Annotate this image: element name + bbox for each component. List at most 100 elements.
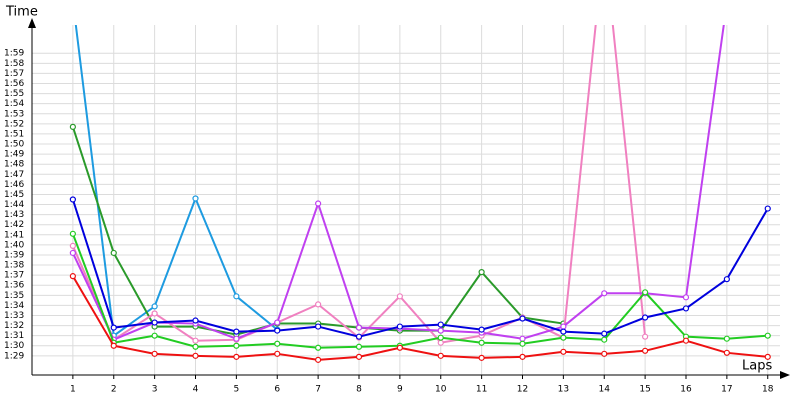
point xyxy=(437,327,444,334)
point xyxy=(519,340,526,347)
point xyxy=(355,343,363,350)
series-line xyxy=(74,25,278,338)
x-arrow xyxy=(780,371,790,379)
x-tick-label: 2 xyxy=(111,385,117,395)
y-tick-label: 1:44 xyxy=(4,200,24,210)
point xyxy=(519,353,526,360)
y-tick-label: 1:53 xyxy=(4,109,24,119)
point xyxy=(274,319,281,326)
point xyxy=(192,337,199,344)
point xyxy=(315,356,322,363)
point xyxy=(396,293,403,300)
point xyxy=(233,353,240,360)
point xyxy=(69,249,76,257)
point xyxy=(560,334,567,341)
point xyxy=(151,350,158,357)
point xyxy=(682,337,690,344)
plot-area xyxy=(69,0,771,363)
point xyxy=(192,195,199,202)
y-tick-label: 1:45 xyxy=(4,190,24,200)
y-tick-label: 1:51 xyxy=(4,129,24,139)
y-tick-label: 1:36 xyxy=(4,281,24,291)
x-tick-label: 14 xyxy=(599,385,611,395)
point xyxy=(315,200,322,207)
point xyxy=(274,327,281,334)
point xyxy=(396,344,403,351)
point xyxy=(764,332,771,339)
x-axis-label: Laps xyxy=(742,359,772,374)
series-line xyxy=(72,275,768,361)
point xyxy=(355,324,363,331)
y-tick-label: 1:46 xyxy=(4,180,24,190)
point xyxy=(437,352,444,359)
point xyxy=(437,334,444,341)
point xyxy=(560,328,567,335)
x-tick-label: 8 xyxy=(356,385,362,395)
x-tick-label: 12 xyxy=(517,385,528,395)
point xyxy=(110,342,117,349)
series-line xyxy=(71,199,769,338)
y-tick-label: 1:56 xyxy=(4,79,24,89)
grid xyxy=(32,25,780,375)
y-tick-label: 1:52 xyxy=(4,119,24,129)
point xyxy=(69,242,76,249)
point xyxy=(601,290,608,297)
point xyxy=(110,249,117,257)
point xyxy=(724,0,729,5)
x-tick-label: 6 xyxy=(274,385,280,395)
y-tick-label: 1:35 xyxy=(4,291,24,301)
point xyxy=(437,339,444,346)
y-tick-label: 1:30 xyxy=(4,341,24,351)
point xyxy=(192,317,199,324)
y-arrow xyxy=(28,18,36,28)
x-tick-label: 10 xyxy=(435,385,447,395)
x-tick-label: 18 xyxy=(762,385,774,395)
x-tick-label: 5 xyxy=(234,385,240,395)
y-tick-label: 1:55 xyxy=(4,89,24,99)
point xyxy=(560,348,567,355)
y-tick-label: 1:57 xyxy=(4,69,24,79)
y-axis-label: Time xyxy=(5,5,38,20)
x-tick-label: 13 xyxy=(558,385,569,395)
point xyxy=(274,340,281,347)
y-tick-label: 1:42 xyxy=(4,220,24,230)
y-tick-label: 1:50 xyxy=(4,140,24,150)
point xyxy=(478,326,485,333)
point xyxy=(478,269,485,276)
y-tick-label: 1:54 xyxy=(4,99,24,109)
x-tick-label: 17 xyxy=(721,385,732,395)
point xyxy=(70,0,75,3)
point xyxy=(437,321,444,328)
point xyxy=(69,123,76,130)
point xyxy=(315,344,322,351)
point xyxy=(69,273,76,280)
x-tick-label: 7 xyxy=(315,385,321,395)
point xyxy=(560,323,567,330)
point xyxy=(151,310,158,317)
x-tick-label: 9 xyxy=(397,385,403,395)
point xyxy=(233,328,240,335)
point xyxy=(478,354,485,361)
y-tick-label: 1:32 xyxy=(4,321,24,331)
point xyxy=(642,314,649,321)
y-tick-label: 1:47 xyxy=(4,170,24,180)
point xyxy=(192,352,199,359)
point xyxy=(110,324,117,331)
point xyxy=(69,196,76,203)
x-tick-label: 3 xyxy=(152,385,158,395)
point xyxy=(642,333,649,340)
point xyxy=(151,303,158,310)
y-tick-label: 1:37 xyxy=(4,271,24,281)
point xyxy=(764,205,771,212)
point xyxy=(682,305,690,312)
point xyxy=(723,349,730,356)
point xyxy=(519,315,526,322)
point xyxy=(601,350,608,357)
point xyxy=(274,350,281,357)
point xyxy=(69,230,76,237)
point xyxy=(723,335,730,342)
y-tick-label: 1:43 xyxy=(4,210,24,220)
point xyxy=(601,330,608,337)
x-tick-label: 16 xyxy=(680,385,692,395)
